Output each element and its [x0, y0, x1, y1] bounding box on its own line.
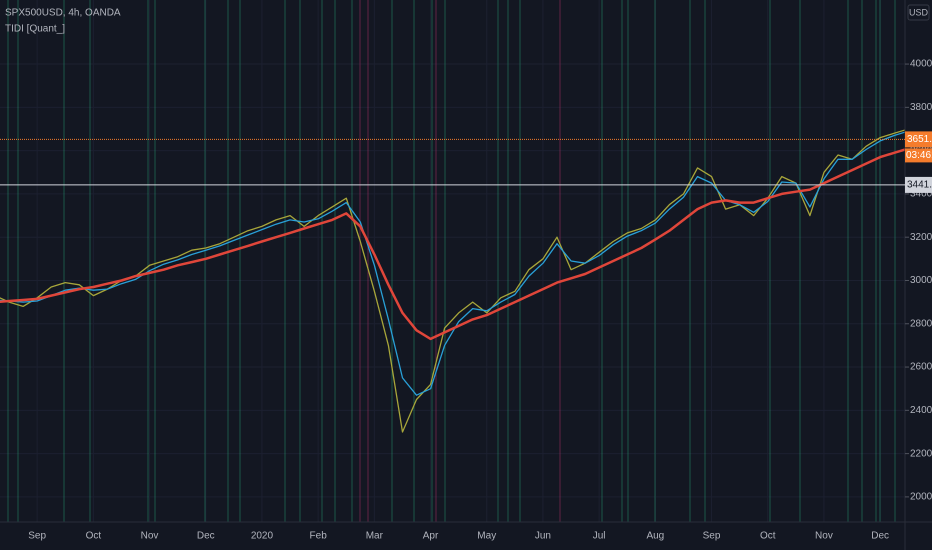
price-label-box [905, 176, 932, 193]
y-tick-label: 2200.0 [910, 448, 932, 459]
y-tick-label: 3200.0 [910, 232, 932, 243]
y-tick-label: 2600.0 [910, 362, 932, 373]
y-tick-label: 2800.0 [910, 318, 932, 329]
x-tick-label: Mar [366, 531, 384, 542]
series-line [0, 148, 905, 341]
chart-title: SPX500USD, 4h, OANDA [5, 8, 121, 19]
x-tick-label: Apr [423, 531, 439, 542]
x-tick-label: Aug [646, 531, 664, 542]
x-tick-label: Jul [593, 531, 606, 542]
series-line [0, 129, 905, 433]
countdown-box [905, 148, 932, 163]
countdown: 03:46:29 [906, 150, 932, 161]
x-tick-label: Dec [871, 531, 889, 542]
x-tick-label: Sep [703, 531, 721, 542]
currency-box[interactable] [907, 4, 930, 21]
currency[interactable]: USD [909, 7, 929, 17]
y-tick-label: 3000.0 [910, 275, 932, 286]
x-tick-label: May [477, 531, 496, 542]
y-tick-label: 3800.0 [910, 102, 932, 113]
y-tick-label: 2000.0 [910, 492, 932, 503]
x-tick-label: Oct [86, 531, 102, 542]
price-label-box [905, 131, 932, 148]
x-tick-label: Oct [760, 531, 776, 542]
x-tick-label: Jun [535, 531, 551, 542]
x-tick-label: Feb [310, 531, 328, 542]
y-tick-label: 2400.0 [910, 405, 932, 416]
x-tick-label: Dec [197, 531, 215, 542]
x-tick-label: Nov [141, 531, 159, 542]
y-tick-label: 3400.0 [910, 189, 932, 200]
x-tick-label: 2020 [251, 531, 274, 542]
plot-area [0, 0, 905, 522]
y-tick-label: 4000.0 [910, 59, 932, 70]
x-tick-label: Nov [815, 531, 833, 542]
series-line [0, 131, 905, 396]
indicator-name: TIDI [Quant_] [5, 24, 65, 35]
price-label: 3651.9 [907, 134, 932, 145]
price-label: 3441.6 [907, 180, 932, 191]
x-tick-label: Sep [28, 531, 46, 542]
